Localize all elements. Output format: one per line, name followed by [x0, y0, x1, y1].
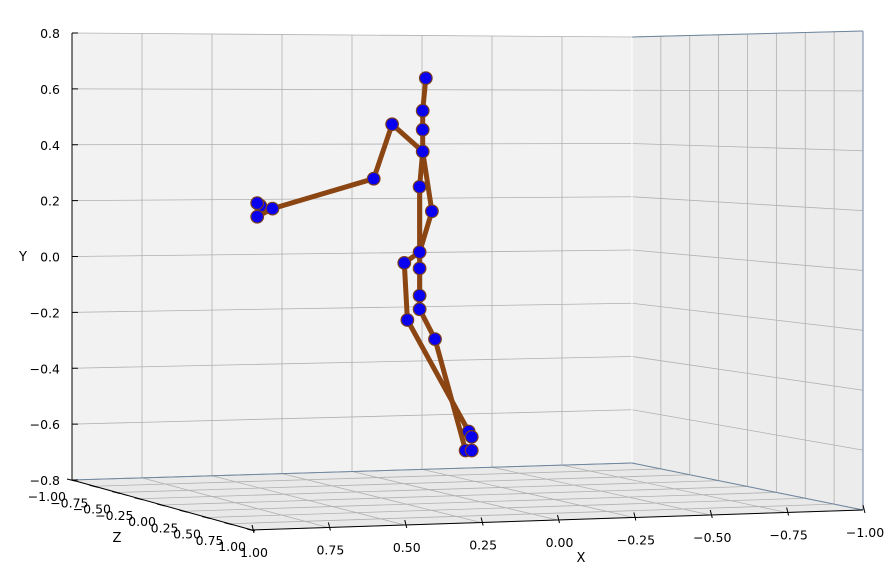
- z-tick-label: −1.00: [28, 489, 66, 504]
- bone-thorax-r_shoulder: [420, 149, 435, 214]
- joint-pelvis: [412, 245, 427, 260]
- bone-l_shoulder-l_elbow: [371, 121, 395, 182]
- z-tick-label: −0.50: [73, 502, 111, 517]
- skeleton-joints: [250, 71, 479, 458]
- x-tick-mark: [862, 504, 866, 514]
- z-tick-label: 0.25: [151, 520, 179, 535]
- z-axis-ticks: −1.00−0.75−0.50−0.250.000.250.500.751.00: [28, 478, 256, 554]
- x-tick-mark: [480, 517, 484, 526]
- joint-head: [415, 103, 430, 118]
- z-axis-label: Z: [113, 531, 122, 546]
- grid-line-z-floor: [184, 491, 777, 512]
- x-tick-label: 1.00: [240, 545, 268, 560]
- y-axis-ticks: −0.8 −0.6 −0.4 −0.2 0.0 0.2 0.4 0.6 0.8: [30, 26, 78, 488]
- joint-r_knee: [412, 302, 427, 317]
- z-tick-mark: [156, 503, 166, 507]
- z-tick-mark: [179, 509, 188, 513]
- z-tick-mark: [246, 528, 256, 532]
- joint-l_hand_b: [250, 196, 265, 211]
- grid-line-z-floor: [116, 474, 690, 493]
- x-tick-label: 0.50: [393, 540, 421, 555]
- joint-l_elbow: [366, 171, 381, 186]
- y-axis-label: Y: [18, 250, 27, 265]
- joint-r_knee_b: [428, 332, 442, 347]
- y-tick-label: −0.6: [30, 417, 60, 432]
- x-axis-line: [251, 509, 864, 531]
- joint-thorax: [415, 144, 430, 159]
- joint-head_top: [418, 71, 433, 85]
- pane-edge-top-right: [631, 30, 864, 38]
- bone-l_elbow-l_wrist: [270, 176, 377, 212]
- z-tick-label: −0.75: [50, 495, 88, 510]
- x-tick-mark: [557, 514, 560, 524]
- x-tick-mark: [633, 512, 637, 521]
- joint-l_knee: [400, 313, 415, 327]
- x-tick-mark: [404, 519, 408, 529]
- x-tick-label: −0.50: [693, 530, 731, 545]
- grid-line-z-floor: [161, 486, 748, 506]
- joint-r_foot: [464, 443, 479, 458]
- bone-r_knee_b-r_ankle: [432, 336, 469, 453]
- z-tick-label: 0.00: [128, 514, 156, 529]
- z-tick-label: 1.00: [218, 539, 246, 554]
- grid-line-z-floor: [206, 497, 806, 518]
- y-tick-label: −0.2: [30, 305, 60, 320]
- x-tick-mark: [251, 524, 255, 534]
- joint-hip_low: [412, 288, 427, 303]
- z-tick-mark: [66, 478, 76, 482]
- x-tick-label: −0.25: [617, 533, 655, 548]
- y-tick-label: −0.4: [30, 361, 60, 376]
- z-tick-label: 0.50: [173, 527, 201, 542]
- x-axis-ticks: 1.00 0.75 0.50 0.25 0.00 −0.25 −0.50 −0.75 −1.00: [240, 504, 884, 560]
- floor-pane: [72, 463, 863, 530]
- joint-l_hip: [397, 256, 412, 270]
- grid-line-z-floor: [139, 480, 719, 500]
- x-tick-mark: [786, 507, 790, 516]
- joint-l_wrist: [265, 201, 280, 216]
- joint-l_hand_c: [250, 209, 265, 224]
- joint-spine: [412, 179, 427, 194]
- pane-edge-floor-right: [631, 462, 864, 511]
- x-tick-mark: [709, 509, 713, 519]
- grid-line-z-floor: [94, 468, 661, 487]
- z-tick-mark: [89, 484, 98, 488]
- y-tick-label: 0.6: [40, 82, 60, 97]
- joint-r_hip: [412, 261, 427, 276]
- x-tick-label: 0.25: [469, 538, 497, 553]
- z-tick-mark: [224, 522, 233, 526]
- z-tick-label: −0.25: [95, 508, 133, 523]
- y-tick-label: 0.4: [40, 138, 60, 153]
- joint-neck: [415, 122, 430, 137]
- y-tick-label: 0.0: [40, 250, 60, 265]
- x-tick-mark: [327, 522, 331, 531]
- grid-line-z-floor: [229, 503, 835, 525]
- z-tick-mark: [111, 491, 121, 494]
- bone-l_hip-l_knee: [401, 260, 410, 323]
- x-tick-label: −1.00: [846, 525, 884, 540]
- z-tick-label: 0.75: [196, 533, 224, 548]
- x-tick-label: −0.75: [769, 528, 807, 543]
- joint-l_foot: [464, 430, 479, 444]
- z-tick-mark: [134, 497, 143, 501]
- y-tick-label: 0.2: [40, 194, 60, 209]
- y-tick-label: −0.8: [30, 473, 60, 488]
- bone-l_knee-l_ankle: [404, 317, 472, 434]
- pane-edge-floor-left: [71, 462, 633, 481]
- x-axis-label: X: [577, 551, 586, 566]
- joint-l_shoulder: [385, 117, 400, 132]
- x-tick-label: 0.00: [546, 535, 574, 550]
- y-tick-label: 0.8: [40, 26, 60, 41]
- joint-r_shoulder: [425, 204, 439, 219]
- z-tick-mark: [201, 516, 211, 519]
- x-tick-label: 0.75: [316, 543, 344, 558]
- bone-r_shoulder-pelvis: [417, 208, 435, 255]
